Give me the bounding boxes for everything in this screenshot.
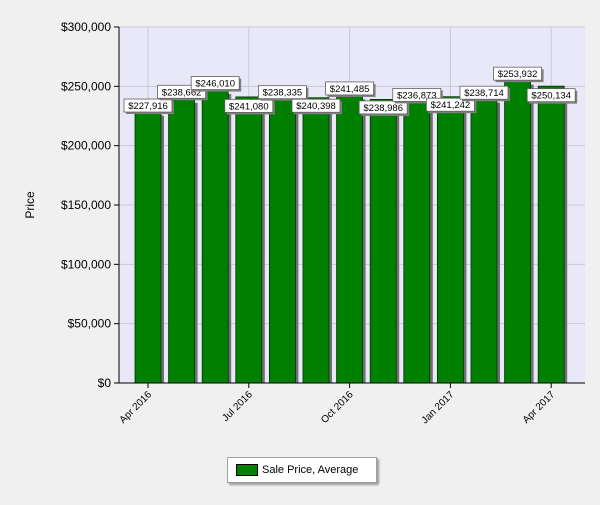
data-label-box — [190, 76, 240, 90]
data-label: $236,873 — [397, 90, 437, 101]
data-label: $227,916 — [128, 101, 168, 112]
data-label-box — [526, 88, 576, 103]
x-tick-label: Oct 2016 — [319, 389, 356, 426]
data-label-box — [123, 98, 173, 113]
y-tick-label: $100,000 — [61, 257, 111, 271]
data-label: $238,335 — [263, 88, 303, 99]
bar[interactable] — [235, 96, 263, 384]
bar[interactable] — [504, 81, 532, 384]
data-label: $250,134 — [531, 91, 571, 102]
y-tick-label: $300,000 — [61, 20, 111, 34]
y-tick-label: $0 — [98, 376, 112, 390]
data-label: $240,398 — [296, 101, 336, 112]
data-label: $241,080 — [229, 101, 269, 112]
bar[interactable] — [302, 97, 330, 384]
data-label-box — [291, 98, 341, 113]
data-label-box — [358, 100, 408, 115]
data-label: $241,485 — [330, 84, 370, 95]
legend: Sale Price, Average — [227, 457, 377, 483]
bar[interactable] — [201, 90, 229, 384]
y-tick-label: $250,000 — [61, 79, 111, 93]
bar[interactable] — [537, 85, 565, 384]
y-tick-label: $50,000 — [68, 317, 112, 331]
bar[interactable] — [168, 99, 196, 384]
x-tick-label: Apr 2016 — [118, 389, 155, 426]
legend-swatch — [236, 464, 258, 476]
bar[interactable] — [369, 99, 397, 384]
y-tick-label: $200,000 — [61, 139, 111, 153]
x-tick-label: Jul 2016 — [220, 389, 255, 424]
bar[interactable] — [403, 101, 431, 384]
data-label: $253,932 — [498, 69, 538, 80]
y-tick-label: $150,000 — [61, 198, 111, 212]
data-label-box — [224, 99, 274, 113]
x-tick-label: Apr 2017 — [521, 389, 558, 426]
x-tick-label: Jan 2017 — [420, 389, 457, 426]
data-label-box — [257, 85, 307, 100]
data-label-box — [425, 97, 475, 112]
bar[interactable] — [134, 112, 162, 384]
y-axis-title: Price — [23, 191, 37, 219]
data-label-box — [459, 85, 509, 100]
data-label: $238,986 — [363, 103, 403, 114]
data-label: $241,242 — [431, 100, 471, 111]
data-label-box — [325, 81, 375, 96]
bar[interactable] — [336, 96, 364, 384]
bar[interactable] — [268, 99, 296, 384]
bar[interactable] — [436, 96, 464, 384]
bar[interactable] — [470, 99, 498, 384]
data-label: $246,010 — [195, 79, 235, 90]
legend-label: Sale Price, Average — [262, 464, 359, 476]
data-label-box — [493, 66, 543, 81]
data-label: $238,714 — [464, 88, 504, 99]
data-label: $238,662 — [162, 87, 202, 98]
